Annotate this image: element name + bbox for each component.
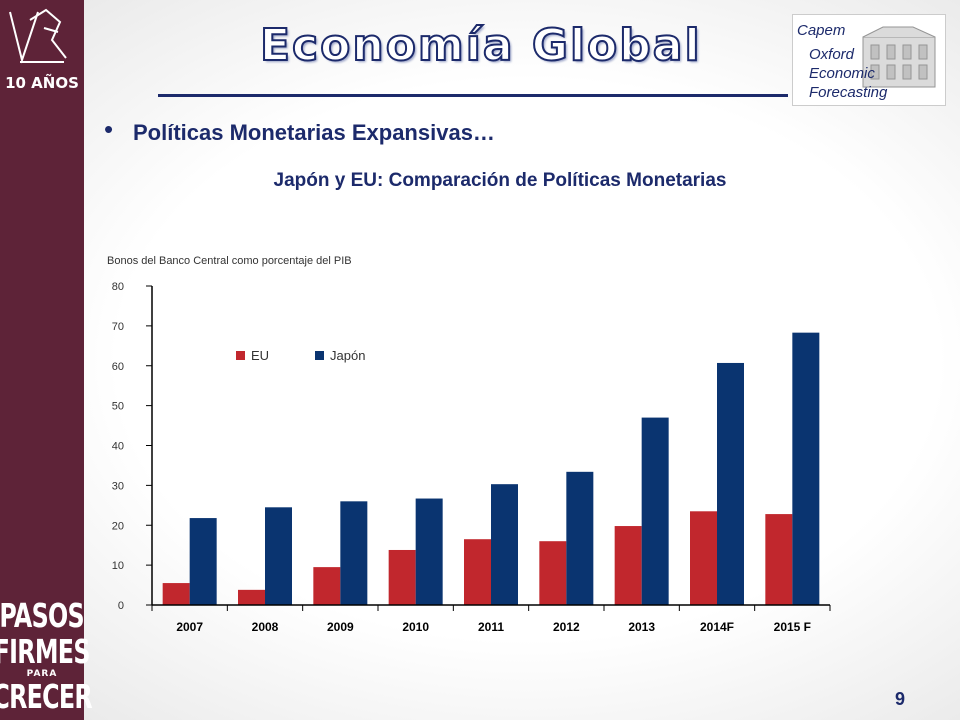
x-tick-label: 2009 [327, 620, 354, 634]
logo-line-forecasting: Forecasting [809, 84, 888, 101]
x-tick-label: 2015 F [774, 620, 811, 634]
y-tick-label: 20 [112, 520, 124, 532]
motto-word-2: FIRMES [0, 632, 91, 671]
bar-japon-2010 [415, 498, 443, 605]
bar-japon-2014F [717, 362, 744, 605]
legend-label: Japón [330, 348, 365, 363]
chart-title: Japón y EU: Comparación de Políticas Mon… [273, 170, 727, 191]
logo-anniversary-text: 10 AÑOS [5, 73, 79, 92]
logo-line-oxford: Oxford [809, 46, 855, 63]
bar-japon-2013 [641, 417, 669, 605]
bar-japon-2015F [792, 332, 820, 605]
bar-eu-2011 [464, 539, 491, 605]
title-underline [158, 94, 788, 97]
x-tick-label: 2010 [402, 620, 429, 634]
bar-eu-2015F [765, 514, 793, 605]
bar-eu-2012 [539, 541, 567, 605]
y-tick-label: 40 [112, 441, 124, 453]
bar-eu-2009 [313, 567, 341, 605]
chart-subtitle: Bonos del Banco Central como porcentaje … [107, 255, 352, 267]
page-number: 9 [894, 689, 905, 709]
motto-word-4: CRECER [0, 677, 93, 716]
bar-japon-2007 [189, 518, 217, 605]
bar-eu-2013 [614, 526, 642, 605]
bar-eu-2007 [162, 583, 190, 605]
slide-subtitle: Políticas Monetarias Expansivas… [133, 120, 495, 145]
bar-japon-2012 [566, 471, 594, 605]
x-tick-label: 2013 [628, 620, 655, 634]
x-tick-label: 2012 [553, 620, 580, 634]
legend-label: EU [251, 348, 269, 363]
motto-word-1: PASOS [0, 596, 85, 635]
x-tick-label: 2011 [478, 620, 504, 634]
y-tick-label: 80 [112, 281, 124, 293]
bar-japon-2008 [265, 507, 292, 605]
y-tick-label: 30 [112, 480, 124, 492]
institution-logo: 10 AÑOS [5, 8, 79, 92]
bar-eu-2010 [388, 549, 416, 605]
sidebar: 10 AÑOS PASOS FIRMES PARA CRECER [0, 0, 93, 720]
bar-eu-2014F [690, 511, 717, 605]
logo-line-economic: Economic [809, 65, 875, 82]
logo-line-capem: Capem [797, 22, 845, 39]
bar-japon-2011 [491, 484, 518, 605]
y-tick-label: 50 [112, 401, 124, 413]
legend-swatch [236, 351, 245, 360]
y-tick-label: 10 [112, 560, 124, 572]
x-tick-label: 2014F [700, 620, 734, 634]
y-tick-label: 0 [118, 600, 124, 612]
motto-word-3: PARA [26, 669, 58, 679]
x-tick-label: 2007 [176, 620, 203, 634]
capem-oxford-logo: Capem Oxford Economic Forecasting [792, 14, 946, 106]
bar-japon-2009 [340, 501, 368, 605]
bullet-icon: • [104, 114, 114, 144]
y-tick-label: 70 [112, 321, 124, 333]
legend-swatch [315, 351, 324, 360]
bar-eu-2008 [238, 589, 265, 605]
slide-title: Economía Global [259, 19, 702, 72]
motto: PASOS FIRMES PARA CRECER [0, 596, 93, 720]
y-tick-label: 60 [112, 361, 124, 373]
x-tick-label: 2008 [252, 620, 279, 634]
